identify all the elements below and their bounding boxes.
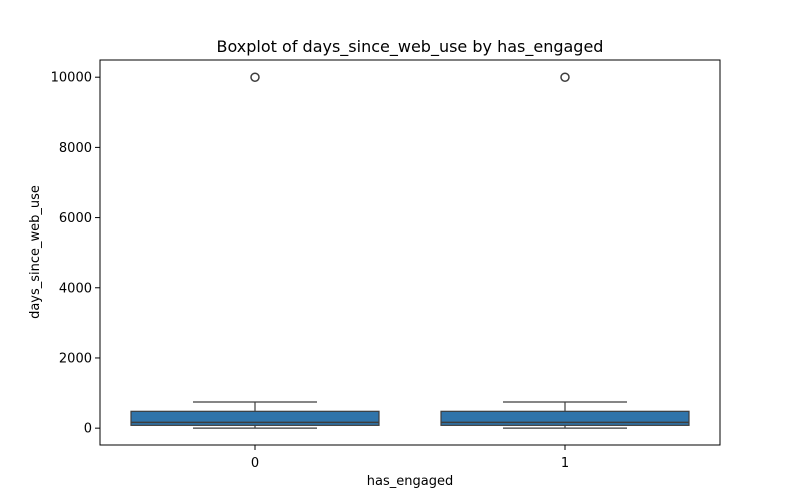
x-tick-label: 1 [561, 456, 569, 471]
y-tick-label: 6000 [59, 211, 92, 226]
y-tick-label: 10000 [51, 71, 92, 86]
y-tick-label: 2000 [59, 351, 92, 366]
outlier-point [560, 72, 570, 82]
box-iqr [130, 410, 380, 426]
plot-frame [99, 59, 721, 446]
x-tick-label: 0 [251, 456, 259, 471]
outlier-point [250, 72, 260, 82]
y-tick-label: 0 [84, 422, 92, 437]
y-tick-label: 4000 [59, 281, 92, 296]
x-axis-label: has_engaged [367, 474, 453, 489]
chart-title: Boxplot of days_since_web_use by has_eng… [217, 37, 604, 57]
plot-layer [130, 72, 690, 429]
axes-layer: 0 1 0 2000 4000 6000 8000 10000 [51, 71, 570, 471]
box-iqr [440, 410, 690, 426]
y-axis-label: days_since_web_use [28, 185, 43, 319]
y-tick-label: 8000 [59, 141, 92, 156]
